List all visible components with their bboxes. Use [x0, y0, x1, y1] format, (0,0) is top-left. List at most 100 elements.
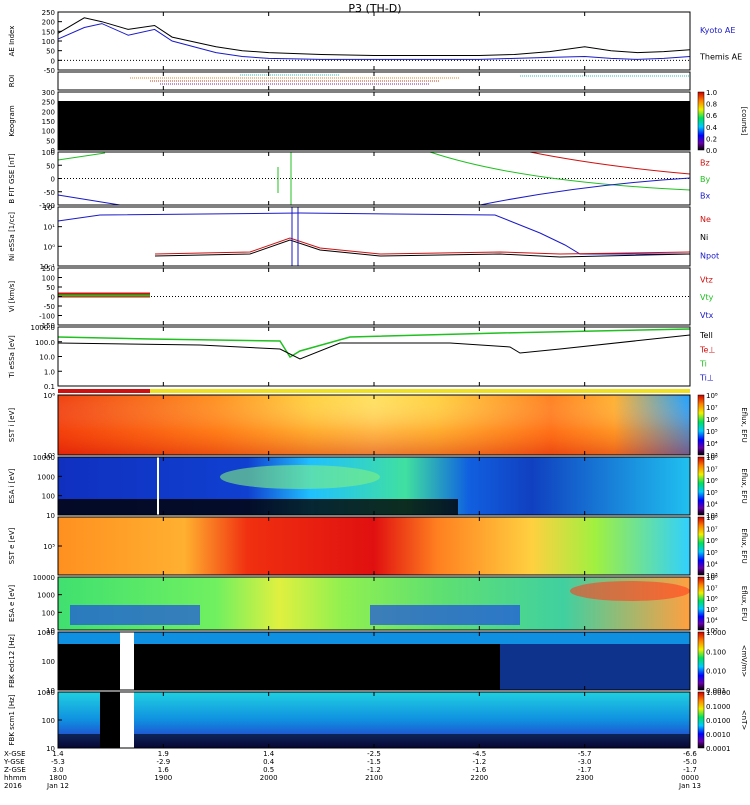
xaxis-tick-label: 1800 — [49, 774, 67, 782]
sst_e-ytick-label: 10⁵ — [43, 543, 55, 551]
ae-ytick-label: 250 — [42, 9, 55, 17]
xaxis-tick-label: 1.4 — [263, 750, 275, 758]
sst_i-ytick-label: 10⁵ — [43, 452, 55, 460]
bfield-ytick-label: -50 — [44, 189, 55, 197]
ae-legend-1: Themis AE — [699, 52, 742, 61]
xaxis-tick-label: -5.3 — [51, 758, 65, 766]
density-ytick-label: 10⁻¹ — [40, 263, 56, 271]
sst-e-image — [58, 517, 690, 575]
fbk_e-colorbar — [697, 631, 705, 691]
keogram-ytick-label: 100 — [42, 128, 55, 136]
esa_e-cbar-tick: 10³ — [706, 627, 718, 635]
temp-tell — [57, 334, 691, 360]
esa_e-ylabel: ESA e [eV] — [8, 585, 16, 622]
ae-ytick-label: 200 — [42, 19, 55, 27]
sst_i-cbar-tick: 10⁸ — [706, 392, 718, 400]
sst_e-colorbar — [697, 516, 705, 576]
esa_i-cbar-label: Eflux, EFU — [740, 468, 748, 503]
velocity-ytick-label: -50 — [44, 303, 55, 311]
xaxis-tick-label: Jan 13 — [678, 782, 701, 790]
bfield-ylabel: B FIT GSE [nT] — [8, 153, 16, 204]
keogram-ytick-label: 0 — [51, 147, 55, 155]
sst-i-shade — [58, 395, 690, 455]
velocity-ytick-label: 100 — [42, 275, 55, 283]
temp-legend-3: Ti⊥ — [699, 373, 714, 382]
xaxis-row-label: X-GSE — [4, 750, 26, 758]
bfield-bx-end — [479, 177, 691, 206]
sst_i-ytick-label: 10⁶ — [43, 392, 55, 400]
temp-ti — [57, 328, 691, 359]
keogram-cbar-tick: 0.6 — [706, 112, 718, 120]
esa-e-band1 — [70, 605, 200, 625]
mode-bar-red — [58, 389, 150, 393]
esa_i-ytick-label: 10 — [46, 512, 55, 520]
xaxis-tick-label: -1.7 — [578, 766, 592, 774]
keogram-image — [58, 101, 690, 150]
keogram-ytick-label: 200 — [42, 108, 55, 116]
ae-frame — [57, 11, 691, 71]
xaxis-tick-label: 0000 — [681, 774, 699, 782]
esa_i-cbar-tick: 10⁶ — [706, 477, 718, 485]
xaxis-tick-label: 0.4 — [263, 758, 275, 766]
xaxis-tick-label: -1.2 — [472, 758, 486, 766]
keogram-cbar-tick: 1.0 — [706, 89, 717, 97]
esa_i-cbar-tick: 10⁵ — [706, 489, 718, 497]
fbk_b-ylabel: FBK scm1 [Hz] — [8, 694, 16, 745]
xaxis-tick-label: -6.6 — [683, 750, 697, 758]
xaxis-tick-label: -2.5 — [367, 750, 381, 758]
esa_i-ytick-label: 1000 — [37, 473, 55, 481]
sst_e-cbar-tick: 10⁷ — [706, 526, 718, 534]
density-legend-0: Ne — [700, 215, 711, 224]
fbk_b-cbar-tick: 0.0100 — [706, 717, 731, 725]
fbk_b-cbar-tick: 1.0000 — [706, 689, 731, 697]
keogram-ytick-label: 50 — [46, 137, 55, 145]
sst_e-ylabel: SST e [eV] — [8, 527, 16, 564]
bfield-by-end — [429, 151, 691, 191]
keogram-ytick-label: 300 — [42, 89, 55, 97]
xaxis-tick-label: -3.0 — [578, 758, 592, 766]
xaxis-tick-label: 3.0 — [52, 766, 63, 774]
xaxis-tick-label: 1.4 — [52, 750, 64, 758]
fbk_b-cbar-tick: 0.0001 — [706, 745, 731, 753]
xaxis-row-label: 2016 — [4, 782, 22, 790]
fbk_b-ytick-label: 1000 — [37, 689, 55, 697]
fbk_e-cbar-tick: 0.001 — [706, 687, 726, 695]
fbk_e-ytick-label: 100 — [42, 658, 55, 666]
ae-series-0 — [57, 23, 691, 60]
ae-series-1 — [57, 17, 691, 56]
ae-legend-0: Kyoto AE — [700, 26, 735, 35]
xaxis-tick-label: -1.5 — [367, 758, 381, 766]
velocity-ytick-label: 50 — [46, 284, 55, 292]
keogram-ytick-label: 250 — [42, 99, 55, 107]
xaxis-tick-label: -5.0 — [683, 758, 697, 766]
fbk_b-cbar-tick: 0.1000 — [706, 703, 731, 711]
esa_i-ytick-label: 100 — [42, 493, 55, 501]
xaxis-row-label: hhmm — [4, 774, 27, 782]
xaxis-tick-label: 0.5 — [263, 766, 274, 774]
density-legend-1: Ni — [700, 233, 708, 242]
ae-ylabel: AE Index — [8, 26, 16, 57]
sst_i-cbar-tick: 10⁴ — [706, 440, 718, 448]
keogram-cbar-tick: 0.4 — [706, 124, 718, 132]
fbk_b-colorbar — [697, 691, 705, 749]
bfield-ytick-label: -100 — [39, 202, 55, 210]
xaxis-tick-label: -4.5 — [472, 750, 486, 758]
bfield-bx-start — [57, 194, 121, 206]
xaxis-tick-label: -5.7 — [578, 750, 592, 758]
temp-ytick-label: 0.1 — [44, 383, 55, 391]
sst_i-colorbar — [697, 394, 705, 456]
xaxis-tick-label: 1.6 — [158, 766, 170, 774]
fbk-b-gap — [120, 692, 134, 748]
figure-title: P3 (TH-D) — [348, 2, 402, 15]
fbk_e-ylabel: FBK edc12 [Hz] — [8, 634, 16, 688]
esa_e-cbar-label: Eflux, EFU — [740, 586, 748, 621]
esa_e-cbar-tick: 10⁶ — [706, 595, 718, 603]
bfield-bz-end — [529, 151, 691, 175]
fbk_e-cbar-tick: 1.000 — [706, 629, 726, 637]
temp-legend-2: Ti — [699, 359, 707, 368]
velocity-ytick-label: -100 — [39, 313, 55, 321]
velocity-ylabel: Vi [km/s] — [8, 281, 16, 312]
esa_e-ytick-label: 100 — [42, 609, 55, 617]
